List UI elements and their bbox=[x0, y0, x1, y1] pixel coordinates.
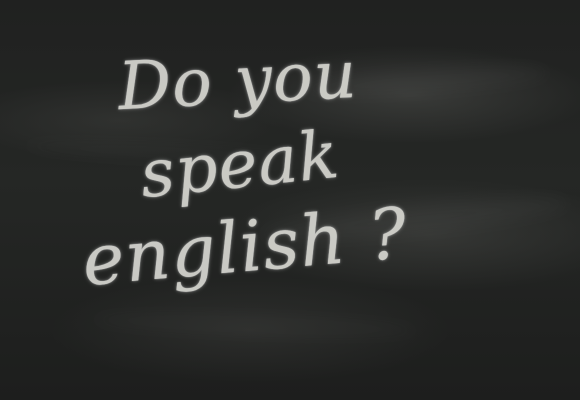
chalk-smudge bbox=[89, 309, 421, 341]
chalk-line-1: Do you bbox=[116, 35, 359, 126]
chalk-line-3: english ? bbox=[79, 191, 411, 303]
chalk-line-2: speak bbox=[136, 115, 343, 214]
